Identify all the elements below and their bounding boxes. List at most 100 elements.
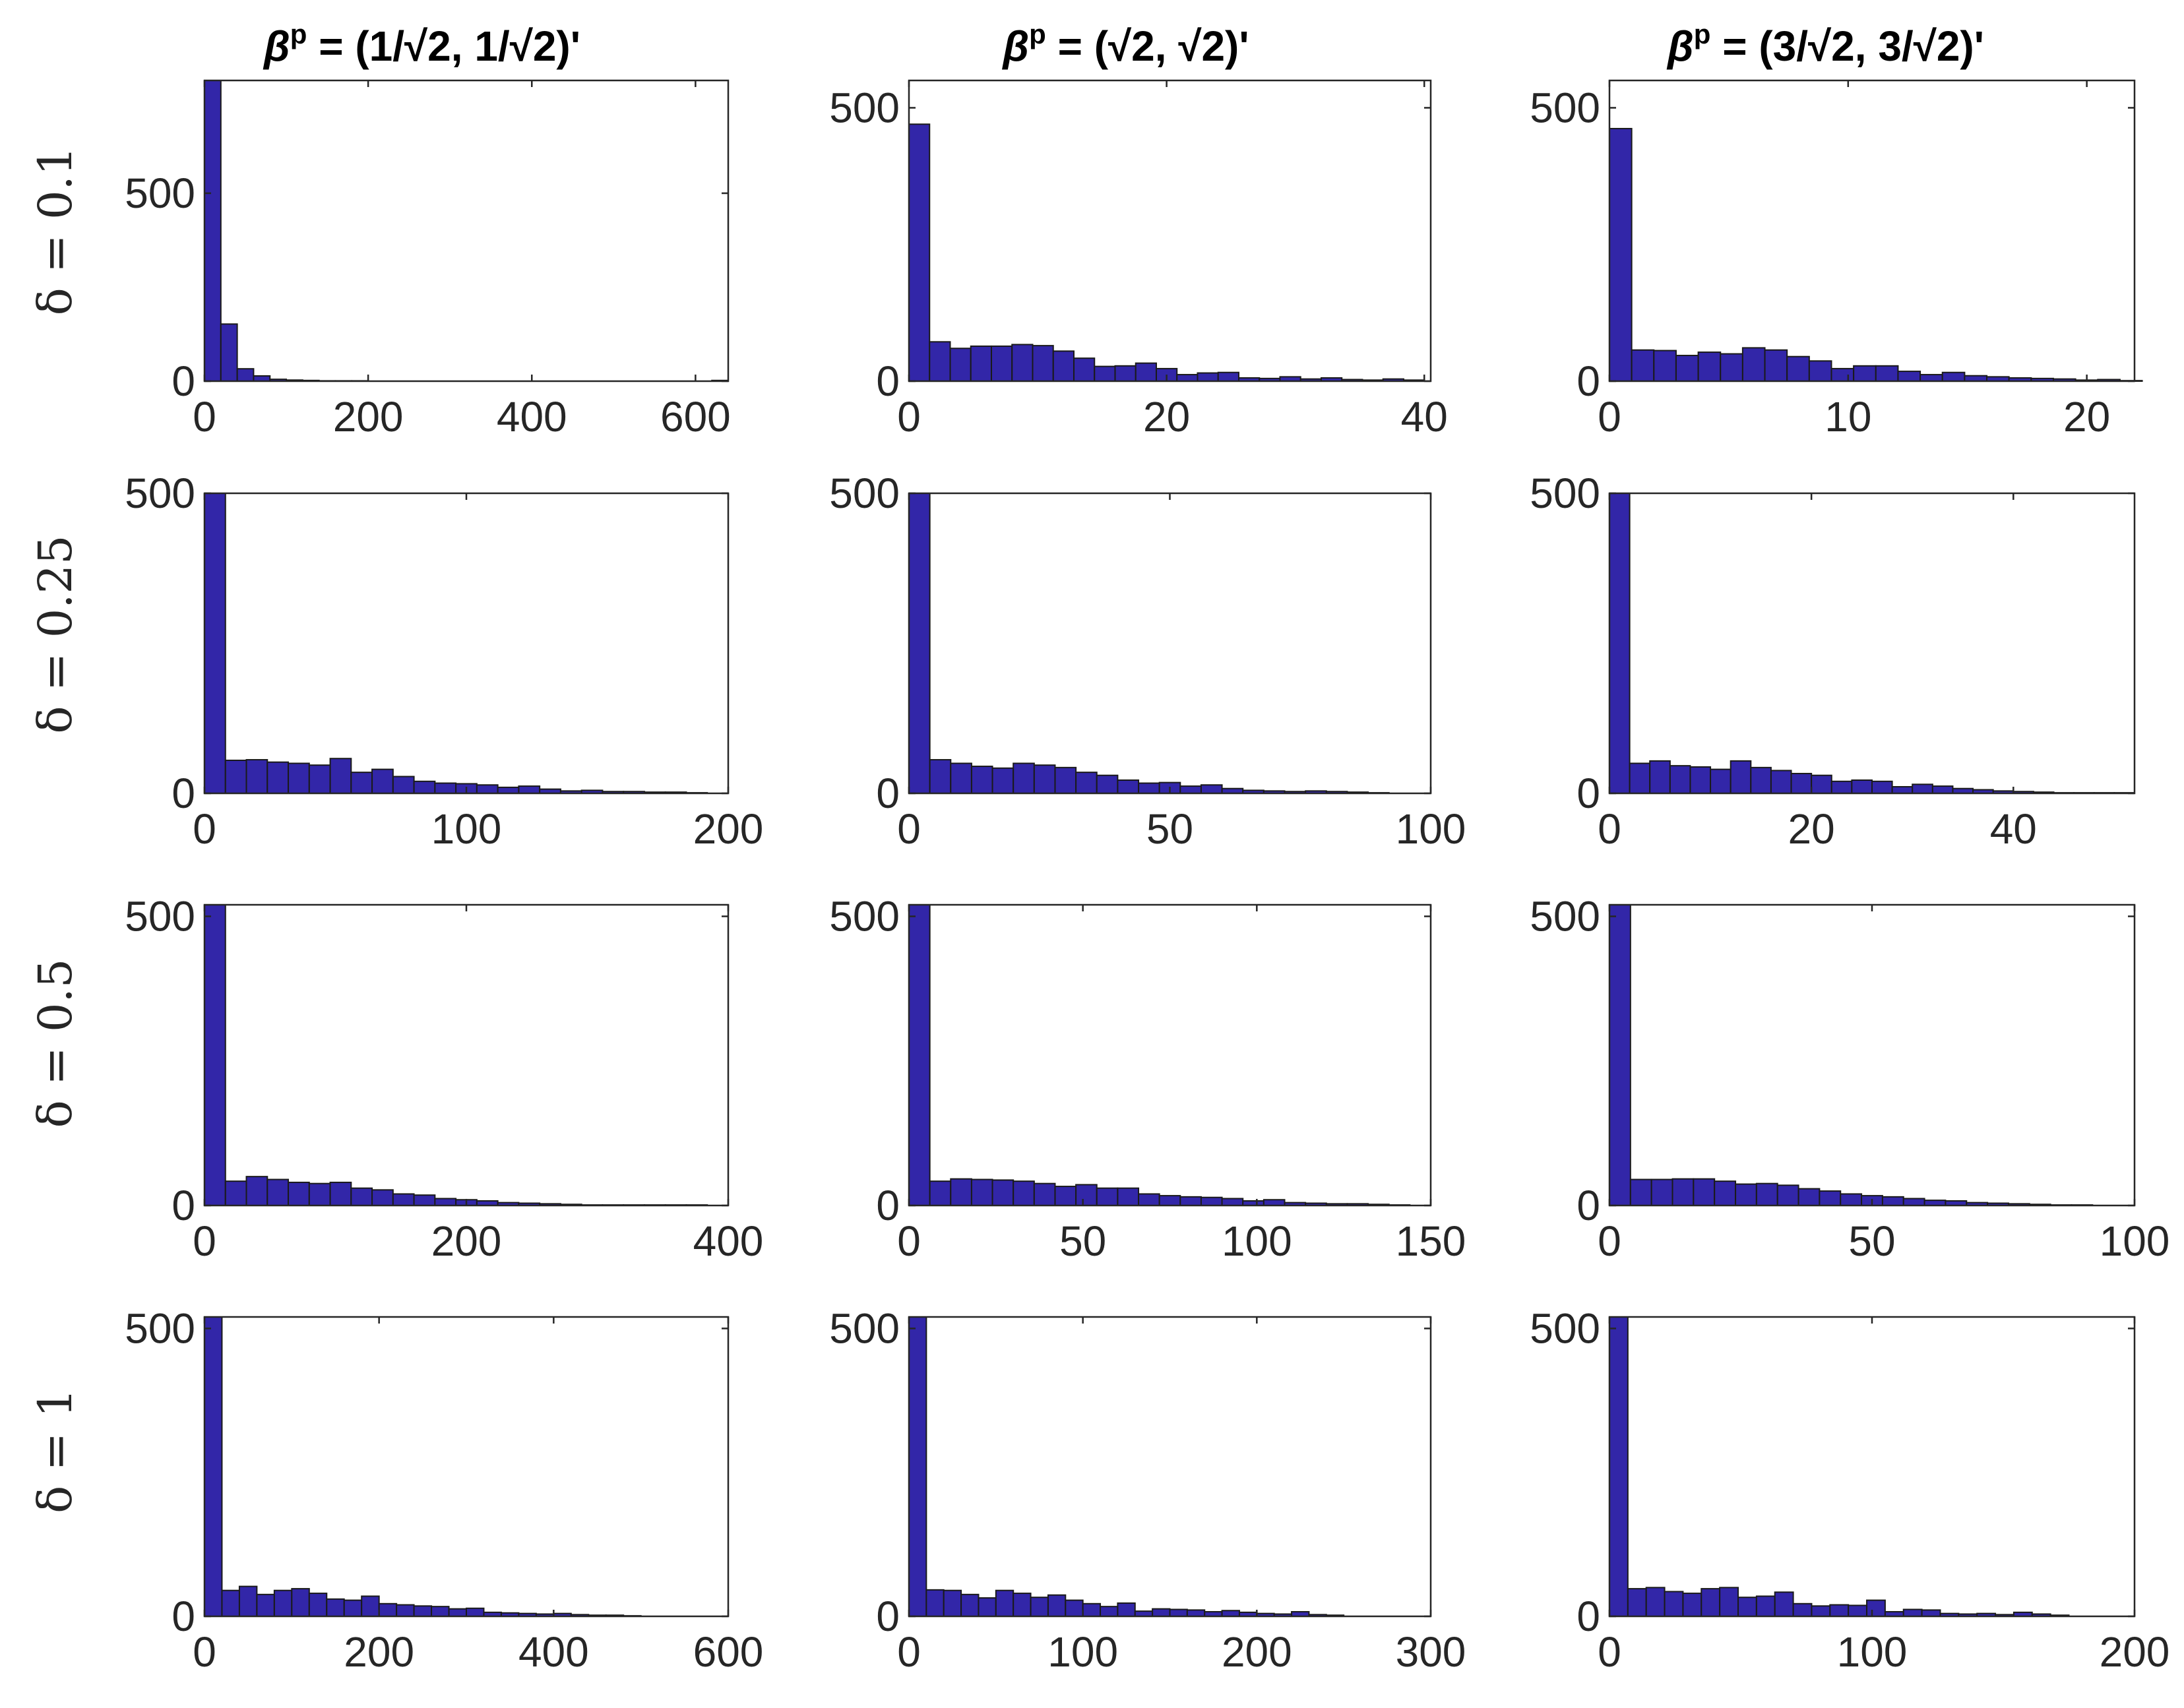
histogram-bar <box>1135 362 1157 382</box>
x-tick-label: 50 <box>1146 805 1193 853</box>
histogram-bar <box>1682 1593 1702 1617</box>
histogram-bar <box>1032 345 1054 382</box>
histogram-bar <box>1073 357 1096 382</box>
histogram-bar <box>949 348 972 382</box>
histogram-bar <box>1117 779 1140 794</box>
axes-box <box>1608 492 2136 795</box>
histogram-bar <box>1200 1196 1223 1206</box>
plot-area <box>1609 80 2135 381</box>
histogram-bar <box>1609 1316 1629 1617</box>
histogram-bar <box>413 1194 436 1206</box>
x-tick-label: 200 <box>431 1217 502 1265</box>
x-tick-label: 50 <box>1059 1217 1106 1265</box>
histogram-panel-r1-c2: 0 20 40 0 500 <box>829 79 1448 441</box>
x-tick-label: 0 <box>193 805 216 853</box>
y-tick-label: 0 <box>876 1182 900 1229</box>
histogram-bar <box>308 1182 331 1206</box>
histogram-bar <box>291 1588 310 1617</box>
histogram-bar <box>1774 1591 1794 1618</box>
histogram-bar <box>1719 1587 1739 1618</box>
axes-box <box>203 79 730 382</box>
histogram-bar <box>1840 1193 1863 1207</box>
histogram-bar <box>361 1595 380 1618</box>
y-tick-label: 500 <box>829 84 900 131</box>
x-tick-label: 100 <box>431 805 502 853</box>
histogram-bar <box>929 759 952 795</box>
histogram-bar <box>1200 784 1223 795</box>
histogram-bar <box>308 1593 328 1617</box>
x-tick-label: 20 <box>2063 393 2110 441</box>
histogram-bar <box>1013 762 1035 794</box>
histogram-panel-r2-c3: 0 20 40 0 500 <box>1530 470 2136 853</box>
x-tick-label: 0 <box>1598 1217 1621 1265</box>
histogram-bar <box>329 758 352 794</box>
y-tick-label: 500 <box>125 470 195 517</box>
histogram-bar <box>991 767 1014 795</box>
histogram-bar <box>273 1589 293 1617</box>
histogram-bar <box>1650 1178 1673 1206</box>
histogram-bar <box>236 368 255 382</box>
histogram-bar <box>220 323 238 382</box>
histogram-bar <box>1891 785 1914 794</box>
histogram-bar <box>950 762 972 794</box>
histogram-bar <box>371 1189 394 1207</box>
x-tick-label: 300 <box>1396 1628 1466 1676</box>
histogram-bar <box>1697 351 1722 382</box>
x-tick-label: 100 <box>1837 1628 1908 1676</box>
histogram-bar <box>908 904 931 1206</box>
x-tick-label: 0 <box>897 1628 921 1676</box>
histogram-bar <box>245 759 268 795</box>
x-tick-label: 200 <box>344 1628 414 1676</box>
x-tick-label: 600 <box>660 393 731 441</box>
histogram-bar <box>431 1606 450 1618</box>
histogram-bar <box>1829 1604 1850 1618</box>
histogram-bar <box>371 768 394 794</box>
histogram-bar <box>1664 1591 1684 1618</box>
histogram-bar <box>1054 1186 1077 1206</box>
histogram-bar <box>1819 1190 1842 1206</box>
histogram-bar <box>1629 762 1651 794</box>
histogram-bar <box>329 1181 352 1207</box>
histogram-bar <box>1138 782 1160 795</box>
row-label-3: δ = 0.5 <box>28 959 82 1128</box>
x-tick-label: 200 <box>333 393 404 441</box>
histogram-bar <box>970 1178 993 1206</box>
histogram-bar <box>1897 371 1921 382</box>
y-tick-label: 500 <box>829 1304 900 1352</box>
histogram-bar <box>1790 772 1813 794</box>
histogram-bar <box>448 1608 467 1617</box>
histogram-bar <box>960 1593 980 1617</box>
histogram-bar <box>1830 367 1855 382</box>
x-tick-label: 150 <box>1396 1217 1466 1265</box>
histogram-bar <box>204 493 226 794</box>
histogram-bar <box>908 493 931 794</box>
x-tick-label: 0 <box>1598 393 1621 441</box>
x-tick-label: 100 <box>1047 1628 1118 1676</box>
plot-area <box>909 80 1431 381</box>
histogram-bar <box>221 1589 240 1617</box>
histogram-bar <box>378 1602 398 1617</box>
y-tick-label: 500 <box>1530 893 1600 940</box>
y-tick-label: 0 <box>876 357 900 405</box>
histogram-bar <box>1921 1609 1941 1618</box>
histogram-bar <box>1649 760 1671 794</box>
histogram-bar <box>224 1180 247 1206</box>
y-tick-label: 0 <box>172 1182 195 1229</box>
histogram-bar <box>392 1193 415 1207</box>
histogram-panel-r3-c1: 0 200 400 0 500 <box>125 893 763 1265</box>
histogram-bar <box>1730 760 1752 794</box>
histogram-bar <box>1117 1602 1136 1617</box>
y-tick-label: 0 <box>172 1593 195 1640</box>
histogram-bar <box>1013 1593 1032 1617</box>
histogram-bar <box>266 1178 290 1206</box>
x-tick-label: 10 <box>1825 393 1871 441</box>
histogram-bar <box>1075 772 1098 795</box>
y-tick-label: 500 <box>829 470 900 517</box>
histogram-panel-r1-c3: 0 10 20 0 500 <box>1530 79 2143 441</box>
plot-area <box>204 80 728 381</box>
histogram-bar <box>1755 1182 1778 1206</box>
histogram-bar <box>1912 783 1933 794</box>
histogram-bar <box>204 80 222 382</box>
